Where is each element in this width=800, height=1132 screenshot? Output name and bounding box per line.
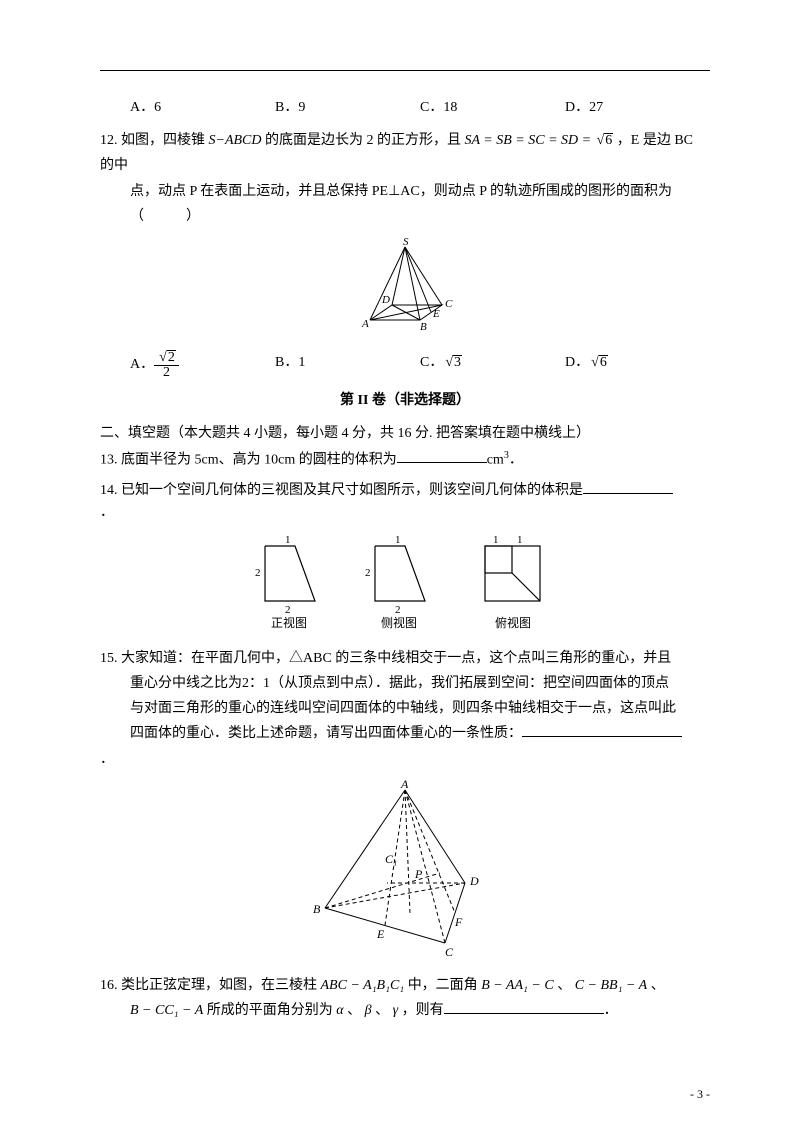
svg-text:E: E xyxy=(376,927,385,941)
svg-text:C₁: C₁ xyxy=(385,852,397,866)
q11-opt-c: C．18 xyxy=(420,95,565,120)
q12-line2: 点，动点 P 在表面上运动，并且总保持 PE⊥AC，则动点 P 的轨迹所围成的图… xyxy=(130,179,710,204)
q12-options: A．√22 B．1 C．√3 D．√6 xyxy=(130,350,710,380)
top-rule xyxy=(100,70,710,71)
svg-text:P: P xyxy=(414,867,423,881)
q11-options: A．6 B．9 C．18 D．27 xyxy=(130,95,710,120)
q13-unit: cm xyxy=(487,452,504,467)
q13: 13. 底面半径为 5cm、高为 10cm 的圆柱的体积为cm3． xyxy=(100,447,710,473)
svg-text:2: 2 xyxy=(285,604,291,616)
q15-l3: 与对面三角形的重心的连线叫空间四面体的中轴线，则四条中轴线相交于一点，这点叫此 xyxy=(130,696,710,721)
q15-l2: 重心分中线之比为2：1（从顶点到中点）．据此，我们拓展到空间：把空间四面体的顶点 xyxy=(130,671,710,696)
q14-text: 14. 已知一个空间几何体的三视图及其尺寸如图所示，则该空间几何体的体积是 xyxy=(100,483,583,498)
q12-opt-a-frac: √22 xyxy=(154,350,179,380)
q14: 14. 已知一个空间几何体的三视图及其尺寸如图所示，则该空间几何体的体积是 ． … xyxy=(100,478,710,640)
q16-blank[interactable] xyxy=(444,999,604,1014)
q11-opt-a: A．6 xyxy=(130,95,275,120)
q16-line2: B − CC₁ − A 所成的平面角分别为 α 、 β 、 γ ，则有． xyxy=(130,998,710,1023)
svg-text:A: A xyxy=(400,778,409,791)
q12-opt-a: A．√22 xyxy=(130,350,275,380)
q15-blank[interactable] xyxy=(522,722,682,737)
q12-l1-mid: 的底面是边长为 2 的正方形，且 xyxy=(262,133,465,148)
lbl-B: B xyxy=(420,321,427,333)
q14-views: 1 2 2 正视图 1 2 2 侧视图 1 1 xyxy=(100,531,710,640)
svg-text:F: F xyxy=(454,915,463,929)
q16-d3: B − CC₁ − A xyxy=(130,1003,203,1018)
q12-line1: 12. 如图，四棱锥 S−ABCD 的底面是边长为 2 的正方形，且 SA = … xyxy=(100,128,710,178)
svg-text:正视图: 正视图 xyxy=(271,615,307,630)
q14-svg: 1 2 2 正视图 1 2 2 侧视图 1 1 xyxy=(235,531,575,631)
q12-eq: SA = SB = SC = SD = xyxy=(465,133,595,148)
svg-text:1: 1 xyxy=(395,534,401,546)
q12-opt-d: D．√6 xyxy=(565,350,710,380)
q15-l4: 四面体的重心．类比上述命题，请写出四面体重心的一条性质： xyxy=(130,721,710,746)
q15-svg: A B C D E F P C₁ xyxy=(295,778,515,958)
q15-dot: ． xyxy=(100,752,114,767)
svg-text:1: 1 xyxy=(285,534,291,546)
q14-dot: ． xyxy=(100,505,114,520)
q12-eq-sqrt: √6 xyxy=(595,128,614,153)
q12-pyramid: S−ABCD xyxy=(209,133,262,148)
lbl-C: C xyxy=(445,298,453,310)
q12-opt-c: C．√3 xyxy=(420,350,565,380)
q12-opt-b: B．1 xyxy=(275,350,420,380)
svg-text:D: D xyxy=(469,874,479,888)
q16: 16. 类比正弦定理，如图，在三棱柱 ABC − A₁B₁C₁ 中，二面角 B … xyxy=(100,973,710,1023)
svg-text:1: 1 xyxy=(493,534,499,546)
q12-svg: S A B C D E xyxy=(340,235,470,335)
svg-text:2: 2 xyxy=(395,604,401,616)
q13-blank[interactable] xyxy=(397,448,487,463)
q12-paren: （ ） xyxy=(130,204,710,229)
svg-text:1: 1 xyxy=(517,534,523,546)
exam-page: A．6 B．9 C．18 D．27 12. 如图，四棱锥 S−ABCD 的底面是… xyxy=(0,0,800,1132)
q12-figure: S A B C D E xyxy=(100,235,710,344)
svg-text:C: C xyxy=(445,945,454,958)
q16-d2: C − BB₁ − A xyxy=(575,978,648,993)
page-number: - 3 - xyxy=(690,1084,710,1106)
section-2-title: 第 II 卷（非选择题） xyxy=(100,388,710,413)
q11-opt-b: B．9 xyxy=(275,95,420,120)
lbl-D: D xyxy=(381,294,390,306)
q12: 12. 如图，四棱锥 S−ABCD 的底面是边长为 2 的正方形，且 SA = … xyxy=(100,128,710,380)
svg-text:B: B xyxy=(313,902,321,916)
q15: 15. 大家知道：在平面几何中，△ABC 的三条中线相交于一点，这个点叫三角形的… xyxy=(100,646,710,967)
svg-text:2: 2 xyxy=(365,567,371,579)
lbl-A: A xyxy=(361,318,369,330)
lbl-E: E xyxy=(432,308,440,320)
svg-text:2: 2 xyxy=(255,567,261,579)
q12-l1-pre: 12. 如图，四棱锥 xyxy=(100,133,209,148)
q16-d1: B − AA₁ − C xyxy=(481,978,554,993)
q16-prism: ABC − A₁B₁C₁ xyxy=(321,978,405,993)
q15-figure: A B C D E F P C₁ xyxy=(100,778,710,967)
q11-opt-d: D．27 xyxy=(565,95,710,120)
svg-text:侧视图: 侧视图 xyxy=(381,615,417,630)
q16-line1: 16. 类比正弦定理，如图，在三棱柱 ABC − A₁B₁C₁ 中，二面角 B … xyxy=(100,973,710,998)
q15-l1: 15. 大家知道：在平面几何中，△ABC 的三条中线相交于一点，这个点叫三角形的… xyxy=(100,646,710,671)
q14-blank[interactable] xyxy=(583,479,673,494)
svg-text:俯视图: 俯视图 xyxy=(495,615,531,630)
q13-text: 13. 底面半径为 5cm、高为 10cm 的圆柱的体积为 xyxy=(100,452,397,467)
lbl-S: S xyxy=(403,236,409,248)
fill-header: 二、填空题（本大题共 4 小题，每小题 4 分，共 16 分. 把答案填在题中横… xyxy=(100,421,710,446)
